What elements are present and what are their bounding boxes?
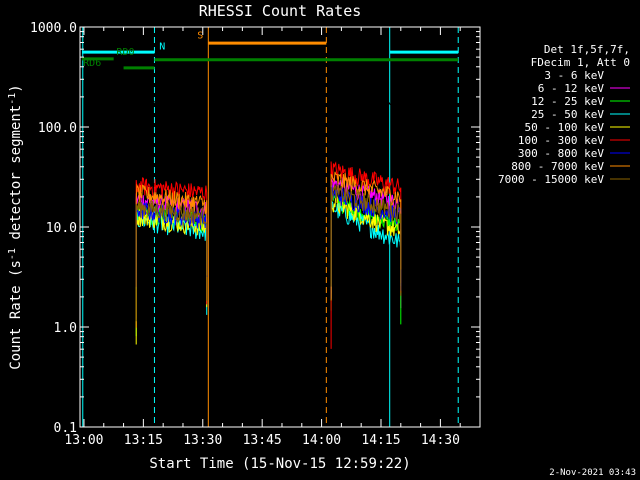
- legend-label-2: 12 - 25 keV: [531, 95, 604, 108]
- x-tick-label-6: 14:30: [421, 433, 460, 448]
- y-tick-label-4: 1000.0: [30, 21, 77, 36]
- flag-label-3: S: [197, 31, 203, 42]
- legend-label-1: 6 - 12 keV: [538, 82, 605, 95]
- flag-label-1: RD0: [116, 47, 134, 58]
- series-8-seg2: [330, 184, 402, 296]
- y-axis: 0.1 1.0 10.0 100.0 1000.0: [30, 21, 480, 436]
- legend-label-6: 300 - 800 keV: [518, 147, 604, 160]
- series-3-seg2: [330, 198, 402, 300]
- series-5-seg2: [330, 161, 402, 349]
- x-tick-label-5: 14:15: [361, 433, 400, 448]
- timestamp: 2-Nov-2021 03:43: [549, 468, 636, 478]
- legend-label-3: 25 - 50 keV: [531, 108, 604, 121]
- x-tick-label-0: 13:00: [64, 433, 103, 448]
- x-tick-label-3: 13:45: [243, 433, 282, 448]
- x-axis-label: Start Time (15-Nov-15 12:59:22): [149, 456, 410, 472]
- series-0-seg2: [330, 98, 402, 167]
- legend-label-7: 800 - 7000 keV: [511, 160, 604, 173]
- flag-bars: [81, 41, 459, 70]
- flag-label-2: N: [159, 41, 165, 52]
- legend-label-0: 3 - 6 keV: [544, 69, 604, 82]
- y-axis-label: Count Rate (s-1 detector segment-1): [7, 84, 24, 369]
- y-tick-label-0: 0.1: [54, 421, 77, 436]
- legend-label-4: 50 - 100 keV: [525, 121, 605, 134]
- series-8-seg1: [135, 198, 208, 322]
- series-lines: [135, 98, 402, 349]
- series-7-seg1: [135, 183, 208, 328]
- legend-label-8: 7000 - 15000 keV: [498, 173, 604, 186]
- x-tick-label-4: 14:00: [302, 433, 341, 448]
- series-0-seg1: [135, 98, 208, 167]
- x-tick-label-2: 13:30: [183, 433, 222, 448]
- legend-header-1: FDecim 1, Att 0: [531, 56, 630, 69]
- y-tick-label-3: 100.0: [38, 121, 77, 136]
- legend-label-5: 100 - 300 keV: [518, 134, 604, 147]
- flag-label-0: RD6: [83, 58, 101, 69]
- series-5-seg1: [135, 177, 208, 305]
- y-tick-label-1: 1.0: [54, 321, 77, 336]
- x-tick-label-1: 13:15: [124, 433, 163, 448]
- x-axis: 13:00 13:15 13:30 13:45 14:00 14:15 14:30: [64, 27, 461, 448]
- y-tick-label-2: 10.0: [46, 221, 77, 236]
- series-4-seg1: [135, 208, 208, 345]
- chart-title: RHESSI Count Rates: [199, 2, 362, 20]
- series-7-seg2: [330, 171, 402, 301]
- flag-labels: RD6 RD0 N S: [83, 31, 203, 69]
- legend-header-0: Det 1f,5f,7f,: [544, 43, 630, 56]
